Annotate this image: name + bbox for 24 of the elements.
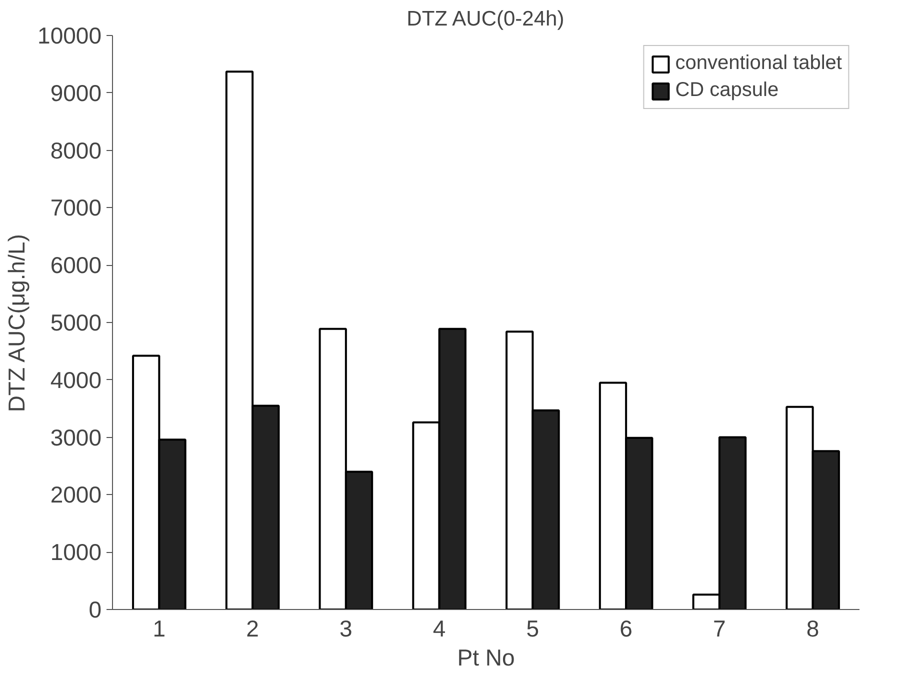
x-tick-label: 8 <box>806 616 820 642</box>
y-tick-label: 3000 <box>50 424 102 450</box>
y-tick-label: 0 <box>88 596 102 622</box>
y-tick-label: 6000 <box>50 252 102 278</box>
y-tick-label: 9000 <box>50 80 102 106</box>
x-tick-label: 7 <box>713 616 726 642</box>
y-tick-label: 7000 <box>50 194 102 221</box>
x-tick-label: 4 <box>432 616 446 642</box>
x-axis-title: Pt No <box>457 644 515 670</box>
y-tick-label: 2000 <box>50 482 102 508</box>
y-tick-label: 10000 <box>38 22 102 48</box>
legend-label: CD capsule <box>675 79 779 102</box>
x-tick-label: 1 <box>152 616 166 642</box>
y-tick-label: 5000 <box>50 310 102 336</box>
legend-label: conventional tablet <box>675 52 842 75</box>
y-tick-label: 4000 <box>50 366 102 393</box>
x-tick-label: 2 <box>246 616 259 642</box>
x-tick-label: 5 <box>526 616 540 642</box>
chart-title: DTZ AUC(0-24h) <box>406 8 564 30</box>
x-tick-label: 3 <box>340 616 352 642</box>
y-tick-label: 8000 <box>50 137 102 164</box>
y-tick-label: 1000 <box>50 539 102 566</box>
y-axis-title: DTZ AUC(μg.h/L) <box>4 234 30 412</box>
x-tick-label: 6 <box>620 616 632 642</box>
